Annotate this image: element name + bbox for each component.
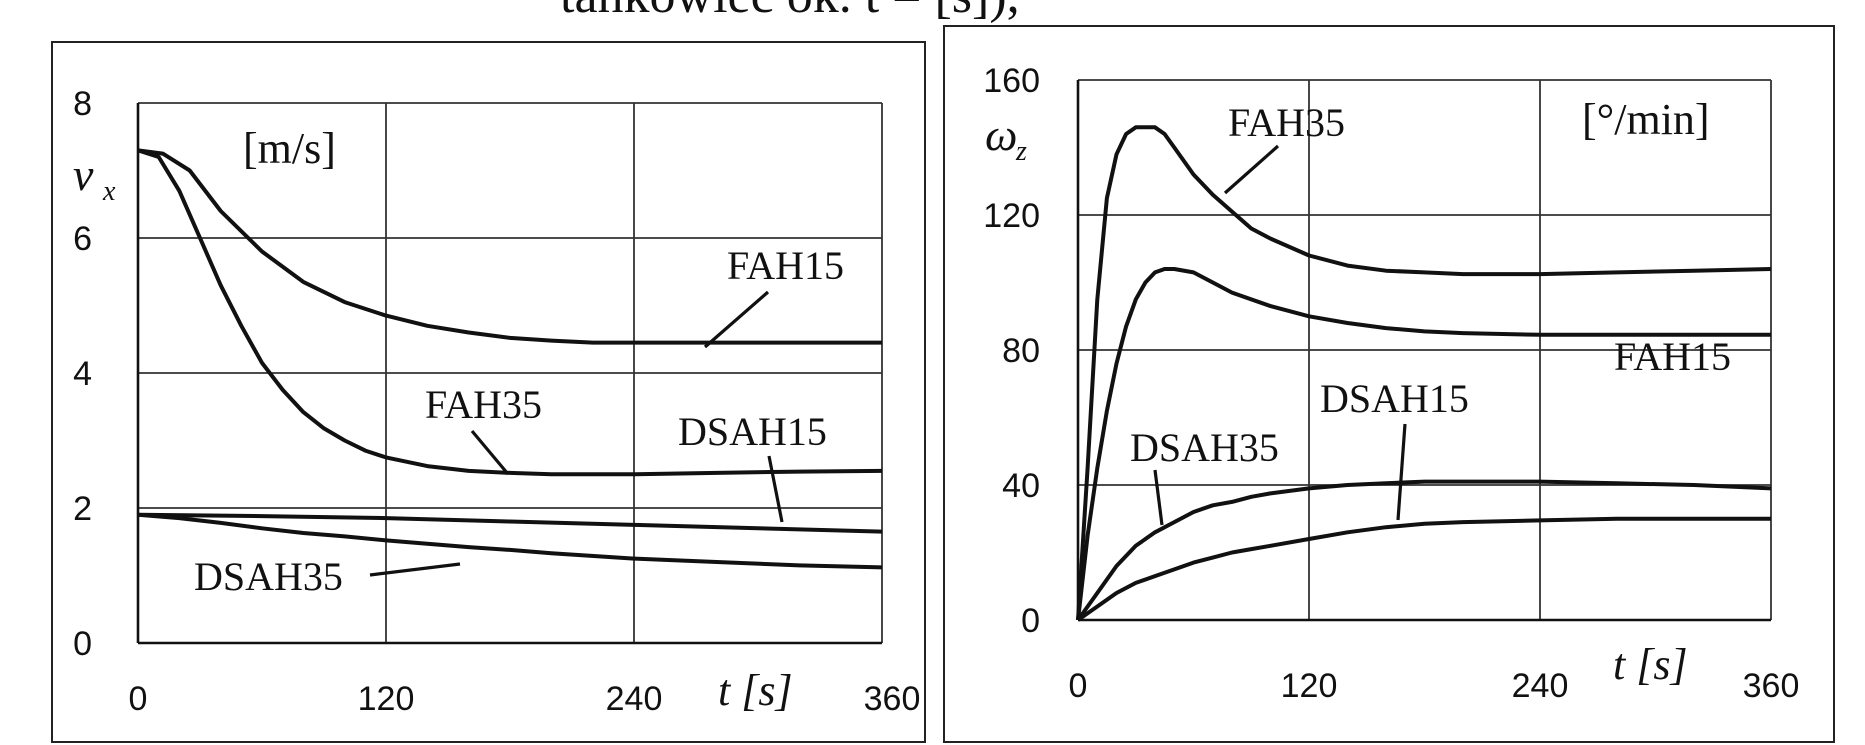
series-label: FAH35 bbox=[425, 382, 542, 427]
x-tick-label: 0 bbox=[129, 680, 148, 718]
left-panel-frame bbox=[51, 41, 926, 743]
series-line-dsah35 bbox=[137, 512, 883, 570]
x-axis-label: t [s] bbox=[1613, 640, 1688, 689]
right-panel-frame bbox=[943, 25, 1835, 743]
x-axis-label: t [s] bbox=[718, 666, 793, 715]
x-tick-label: 240 bbox=[606, 680, 663, 718]
series-label: DSAH35 bbox=[1130, 425, 1279, 470]
y-tick-label: 120 bbox=[983, 197, 1040, 235]
y-tick-label: 8 bbox=[73, 85, 92, 123]
leader-line bbox=[1223, 144, 1280, 195]
x-tick-label: 360 bbox=[1743, 667, 1800, 705]
leader-line bbox=[369, 562, 461, 577]
y-tick-label: 6 bbox=[73, 220, 92, 258]
leader-line bbox=[1396, 423, 1407, 521]
leader-line bbox=[470, 429, 510, 476]
y-tick-label: 40 bbox=[1002, 467, 1040, 505]
x-tick-label: 240 bbox=[1512, 667, 1569, 705]
series-label: FAH35 bbox=[1228, 100, 1345, 145]
unit-label: [m/s] bbox=[243, 124, 336, 173]
turn-rate-chart: 0 40 80 120 160 0 120 240 360 [°/min] ωz t [s] FAH35… bbox=[983, 62, 1799, 705]
series-label: DSAH15 bbox=[1320, 376, 1469, 421]
series-line-dsah15 bbox=[1076, 516, 1771, 622]
x-tick-label: 120 bbox=[358, 680, 415, 718]
series-line-fah35 bbox=[137, 148, 883, 477]
unit-label: [°/min] bbox=[1582, 95, 1710, 144]
x-tick-label: 360 bbox=[864, 680, 921, 718]
series-line-dsah35 bbox=[1076, 479, 1772, 622]
x-tick-label: 120 bbox=[1281, 667, 1338, 705]
y-tick-label: 4 bbox=[73, 355, 92, 393]
y-axis-symbol: v bbox=[73, 149, 94, 200]
leader-line bbox=[703, 290, 770, 349]
y-tick-label: 160 bbox=[983, 62, 1040, 100]
heading-fragment: tankowiec ok. t = [s]), bbox=[560, 0, 1020, 24]
velocity-chart: 0 2 4 6 8 0 120 240 360 [m/s] v x t [s] FAH15 FAH35 DSA… bbox=[73, 85, 920, 718]
series-line-fah15 bbox=[1076, 267, 1771, 621]
y-axis-symbol: ω bbox=[985, 109, 1017, 160]
series-line-dsah15 bbox=[137, 512, 883, 534]
series-line-fah15 bbox=[137, 148, 882, 345]
leader-line bbox=[1153, 469, 1164, 526]
y-tick-label: 2 bbox=[73, 490, 92, 528]
series-label: DSAH15 bbox=[678, 409, 827, 454]
series-line-fah35 bbox=[1076, 125, 1772, 621]
x-tick-label: 0 bbox=[1069, 667, 1088, 705]
series-label: FAH15 bbox=[727, 243, 844, 288]
leader-line bbox=[767, 455, 784, 523]
series-label: DSAH35 bbox=[194, 554, 343, 599]
y-axis-symbol-subscript: x bbox=[102, 176, 116, 207]
y-tick-label: 0 bbox=[73, 625, 92, 663]
series-label: FAH15 bbox=[1614, 334, 1731, 379]
y-tick-label: 0 bbox=[1021, 602, 1040, 640]
y-tick-label: 80 bbox=[1002, 332, 1040, 370]
y-axis-symbol-subscript: z bbox=[1015, 136, 1027, 167]
